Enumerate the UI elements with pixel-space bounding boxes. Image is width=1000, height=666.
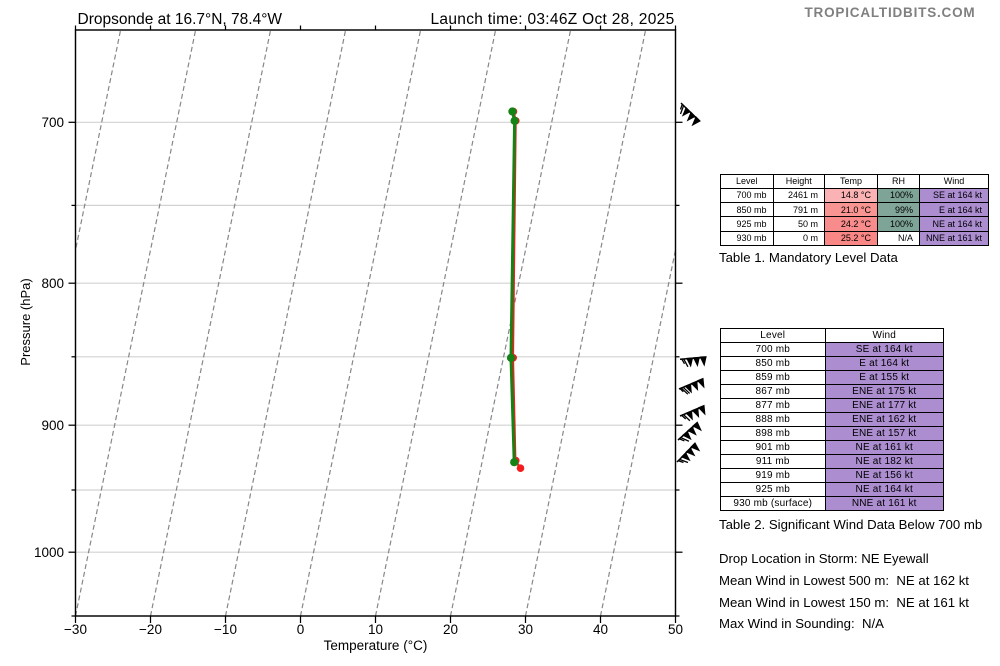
svg-text:−10: −10 [214,622,237,637]
svg-text:900: 900 [41,418,64,433]
svg-text:20: 20 [443,622,458,637]
svg-text:Dropsonde at 16.7°N, 78.4°W: Dropsonde at 16.7°N, 78.4°W [78,11,283,28]
svg-text:30: 30 [518,622,533,637]
svg-text:0: 0 [297,622,305,637]
svg-text:50: 50 [668,622,683,637]
svg-text:700: 700 [41,115,64,130]
svg-text:TROPICALTIDBITS.COM: TROPICALTIDBITS.COM [805,5,976,20]
svg-text:Temperature (°C): Temperature (°C) [324,638,428,653]
svg-text:−20: −20 [139,622,162,637]
svg-text:40: 40 [593,622,608,637]
svg-text:800: 800 [41,276,64,291]
svg-text:1000: 1000 [34,545,64,560]
svg-text:10: 10 [368,622,383,637]
svg-text:Launch time: 03:46Z Oct 28, 20: Launch time: 03:46Z Oct 28, 2025 [431,11,675,28]
svg-text:Pressure (hPa): Pressure (hPa) [18,278,33,365]
svg-text:−30: −30 [64,622,87,637]
